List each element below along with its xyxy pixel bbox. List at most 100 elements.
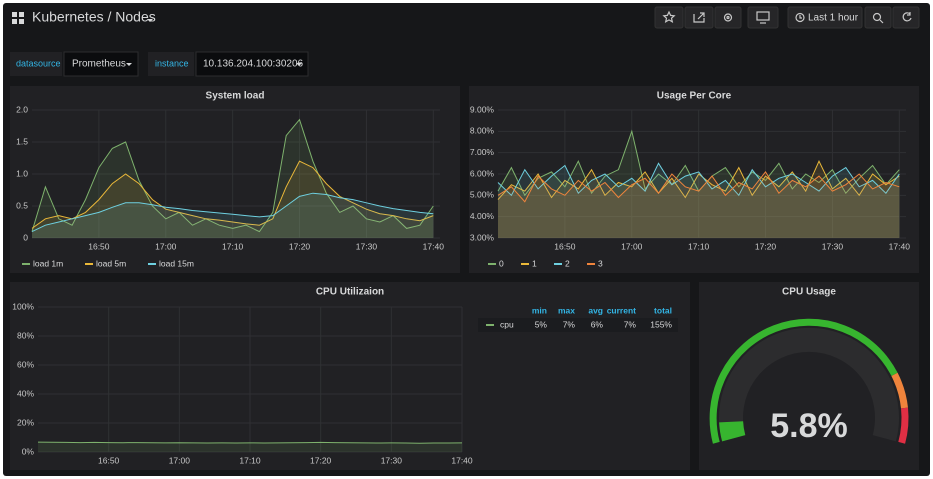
x-tick-label: 16:50	[554, 241, 576, 251]
x-tick-label: 17:20	[755, 241, 777, 251]
x-tick-label: 17:00	[621, 241, 643, 251]
x-tick-label: 16:50	[98, 455, 120, 465]
toolbar	[654, 6, 920, 29]
panel-title: CPU Usage	[782, 287, 836, 298]
series-area	[498, 163, 900, 238]
series-area	[38, 442, 462, 452]
threshold-band	[891, 372, 908, 409]
x-tick-label: 17:40	[423, 241, 445, 251]
series-line	[31, 192, 434, 233]
x-tick-label: 17:20	[289, 241, 311, 251]
series-line	[31, 160, 434, 229]
panel-title: CPU Utilizaion	[316, 287, 384, 298]
y-tick-label: 1.5	[16, 136, 28, 146]
variable-label: datasource	[16, 58, 61, 68]
x-tick-label: 17:30	[381, 455, 403, 465]
panel	[10, 282, 690, 470]
variable-label-box	[148, 52, 194, 76]
y-tick-label: 2.0	[16, 104, 28, 114]
legend-label: 2	[565, 258, 570, 268]
y-tick-label: 20%	[17, 417, 34, 427]
x-tick-label: 17:00	[155, 241, 177, 251]
legend-header: max	[558, 305, 575, 315]
legend-header: min	[532, 305, 547, 315]
gauge-track	[719, 327, 899, 442]
y-tick-label: 3.00%	[470, 232, 495, 242]
x-tick-label: 17:20	[310, 455, 332, 465]
y-tick-label: 40%	[17, 388, 34, 398]
y-tick-label: 100%	[12, 301, 34, 311]
series-area	[32, 119, 434, 238]
panel	[10, 86, 460, 273]
y-tick-label: 0.5	[16, 200, 28, 210]
variable-dropdown[interactable]	[195, 51, 309, 77]
legend-header: current	[607, 305, 636, 315]
series-line	[497, 160, 900, 200]
y-tick-label: 5.00%	[470, 190, 495, 200]
time-range[interactable]: Last 1 hour	[808, 13, 859, 24]
y-tick-label: 8.00%	[470, 126, 495, 136]
series-line	[37, 441, 463, 444]
legend-cell: 6%	[591, 319, 604, 329]
panel-title: System load	[206, 91, 265, 102]
zoom-button[interactable]	[864, 6, 892, 29]
legend-label: 1	[532, 258, 537, 268]
series-area	[498, 161, 900, 238]
y-tick-label: 4.00%	[470, 211, 495, 221]
gauge-value-label: 5.8%	[770, 407, 848, 445]
header: Kubernetes / Nodes Last 1 hour	[12, 6, 920, 29]
grid-icon	[12, 12, 24, 24]
legend-label: 0	[499, 258, 504, 268]
legend-label: 3	[598, 258, 603, 268]
caret	[126, 63, 132, 66]
variable-value: Prometheus	[72, 59, 126, 70]
series-line	[497, 171, 900, 203]
variables: datasource Prometheus instance 10.136.20…	[10, 51, 309, 77]
y-tick-label: 60%	[17, 359, 34, 369]
series-area	[498, 171, 900, 238]
settings-button[interactable]	[714, 6, 742, 29]
threshold-band	[709, 318, 898, 444]
legend-label: load 15m	[159, 258, 194, 268]
series-line	[31, 118, 434, 233]
legend-header: total	[654, 305, 672, 315]
legend-cell: 7%	[624, 319, 637, 329]
series-area	[32, 193, 434, 238]
tv-button[interactable]	[747, 6, 779, 29]
refresh-button[interactable]	[892, 6, 920, 29]
x-tick-label: 17:40	[889, 241, 911, 251]
legend-row	[478, 318, 678, 332]
x-tick-label: 17:10	[239, 455, 261, 465]
y-tick-label: 6.00%	[470, 168, 495, 178]
dashboard-title[interactable]: Kubernetes / Nodes	[32, 9, 156, 25]
threshold-band	[898, 407, 909, 444]
legend-header: avg	[588, 305, 603, 315]
legend-label: load 1m	[33, 258, 63, 268]
star-button[interactable]	[654, 6, 684, 29]
y-tick-label: 80%	[17, 330, 34, 340]
x-tick-label: 17:30	[822, 241, 844, 251]
x-tick-label: 17:40	[451, 455, 473, 465]
toolbar-icons	[662, 10, 912, 24]
y-tick-label: 9.00%	[470, 104, 495, 114]
series-line	[497, 162, 900, 197]
legend-label: load 5m	[96, 258, 126, 268]
variable-dropdown[interactable]	[63, 51, 139, 77]
x-tick-label: 16:50	[88, 241, 110, 251]
series-area	[498, 131, 900, 238]
caret	[296, 63, 302, 66]
time-picker[interactable]	[787, 6, 863, 29]
legend-label: cpu	[500, 319, 514, 329]
gauge-value	[719, 420, 746, 442]
y-tick-label: 1.0	[16, 168, 28, 178]
legend-cell: 5%	[535, 319, 548, 329]
x-tick-label: 17:30	[356, 241, 378, 251]
x-tick-label: 17:10	[222, 241, 244, 251]
legend-cell: 155%	[650, 319, 672, 329]
y-tick-label: 0%	[22, 446, 35, 456]
x-tick-label: 17:10	[688, 241, 710, 251]
caret	[147, 19, 153, 22]
variable-value: 10.136.204.100:30206	[203, 59, 304, 70]
y-tick-label: 7.00%	[470, 147, 495, 157]
